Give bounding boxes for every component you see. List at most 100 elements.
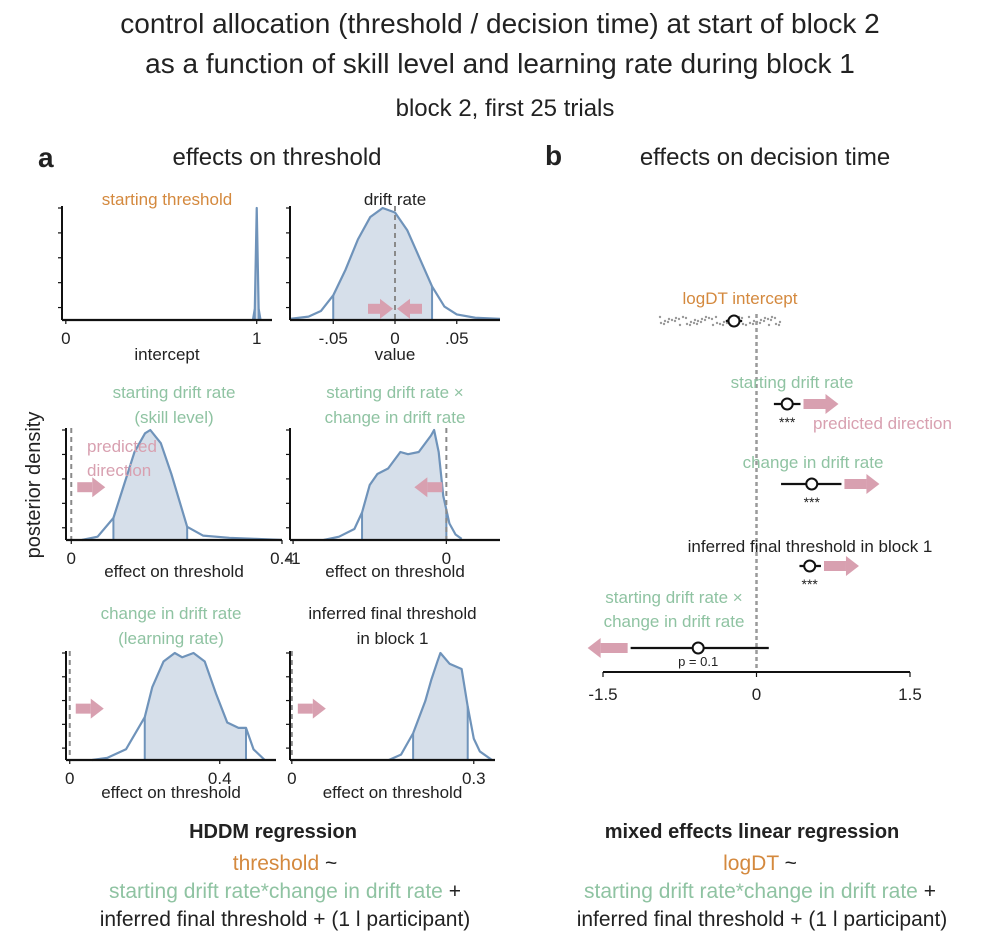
subplot-title-line1: starting drift rate [113,383,236,402]
predicted-direction-label-line1: predicted [87,437,157,456]
significance-label: *** [779,414,796,430]
arrow-shaft [368,303,380,314]
subplot-title: starting threshold [102,190,232,209]
footer-b-line2: logDT ~ [723,852,797,875]
arrow-head [587,638,601,658]
participant-random-intercepts [658,315,782,327]
participant-dot [752,319,756,323]
participant-dot [722,320,726,324]
arrow-head [414,477,428,498]
participant-dot [710,317,714,321]
arrow-head [90,698,104,719]
arrow-head [397,298,410,319]
predicted-direction-arrow [844,474,880,494]
predicted-direction-arrow [297,698,326,719]
participant-dot [663,319,667,323]
footer-b-dv: logDT [723,852,779,875]
hdi-fill [144,653,246,760]
arrow-shaft [823,561,846,571]
participant-dot [699,320,703,324]
participant-dot [677,317,681,321]
participant-dot [678,323,682,327]
panel-a-letter: a [38,142,54,173]
participant-dot [711,323,715,327]
subplot-inferred-final-threshold: inferred final threshold in block 1 0 0.3ef… [286,604,495,802]
participant-dot [747,315,751,319]
posterior-density-curve [388,651,493,762]
arrow-shaft [427,482,443,493]
participant-dot [759,318,763,322]
predicted-direction-arrow-right [368,298,393,319]
participant-dot [688,323,692,327]
predicted-direction-arrow [803,394,839,414]
participant-dot [703,318,707,322]
participant-dot [725,321,729,325]
effect-label-line2: change in drift rate [604,612,745,631]
participant-dot [767,323,771,327]
participant-dot [744,323,748,327]
participant-dot [751,322,755,326]
posterior-density-ylabel: posterior density [23,412,45,559]
arrow-shaft [600,643,628,653]
subplot-title-line1: inferred final threshold [308,604,476,623]
subplot-title-line2: (skill level) [134,408,213,427]
x-tick-label: -1.5 [588,685,617,704]
participant-dot [666,320,670,324]
x-axis-label: effect on threshold [104,562,244,581]
x-axis-label: effect on threshold [323,783,463,802]
subplot-starting-drift-rate: starting drift rate (skill level) 0 0.4 effe… [62,383,294,581]
effect-row: starting drift rate × change in drift rat… [587,588,769,669]
posterior-density-curve [251,206,262,321]
figure-title-line2: as a function of skill level and learnin… [145,48,855,79]
effect-label: logDT intercept [683,289,798,308]
participant-dot [689,320,693,324]
effect-row: logDT intercept [683,289,798,328]
subplot-title-line1: starting drift rate × [326,383,463,402]
subplot-title-line2: in block 1 [357,629,429,648]
participant-dot [667,317,671,321]
predicted-direction-label: predicted direction [813,414,952,433]
figure-title-line1: control allocation (threshold / decision… [120,8,879,39]
predicted-direction-arrow-left [397,298,422,319]
participant-dot [700,317,704,321]
x-tick-label: 0 [67,549,76,568]
arrow-shaft [844,479,867,489]
footer-a-plus: + [443,880,461,903]
x-tick-label: -1 [286,549,301,568]
x-tick-label: 0 [752,685,761,704]
participant-dot [718,322,722,326]
participant-dot [721,323,725,327]
arrow-shaft [77,482,93,493]
predicted-direction-arrow [587,638,628,658]
arrow-head [825,394,839,414]
subplot-change-in-drift-rate: change in drift rate (learning rate) 0 0.4e… [62,604,276,802]
predicted-direction-arrow [77,477,106,498]
participant-dot [704,315,708,319]
x-tick-label: 0 [287,769,296,788]
participant-dot [774,322,778,326]
hdi-fill [413,653,468,760]
x-tick-label: 1.5 [898,685,922,704]
footer-a-line4: inferred final threshold + (1 l particip… [100,908,471,931]
footer-a-heading: HDDM regression [189,821,357,843]
participant-dot [778,320,782,324]
subplot-drift-rate: drift rate -.05 0 .05 value [286,190,501,364]
arrow-head [312,698,326,719]
panel-a-title: effects on threshold [172,144,381,171]
effect-row: inferred final threshold in block 1 *** [688,537,933,592]
participant-dot [695,322,699,326]
participant-dot [707,316,711,320]
significance-label: *** [804,494,821,510]
effect-label-line1: starting drift rate × [605,588,742,607]
predicted-direction-arrow [75,698,104,719]
posterior-density-curve [92,651,266,762]
arrow-shaft [75,703,91,714]
arrow-head [845,556,859,576]
subplot-title: drift rate [364,190,426,209]
footer-b-predictors: starting drift rate*change in drift rate [584,880,918,903]
point-estimate [803,559,817,573]
x-tick-label: 0.4 [270,549,294,568]
subplot-title-line2: (learning rate) [118,629,224,648]
